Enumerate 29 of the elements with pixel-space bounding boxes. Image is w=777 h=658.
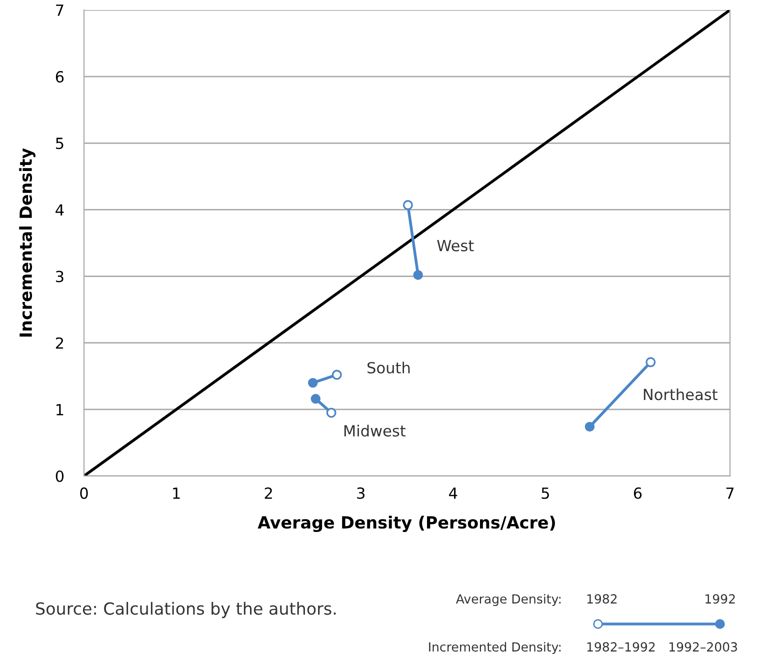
x-tick-label: 0 — [80, 487, 88, 499]
y-tick-label: 3 — [56, 270, 64, 282]
x-tick-label: 4 — [449, 488, 458, 499]
x-tick-label: 7 — [726, 488, 734, 499]
y-tick-label: 1 — [56, 404, 64, 416]
y-tick-label: 4 — [56, 204, 64, 216]
x-tick-label: 2 — [264, 487, 272, 499]
y-tick-label: 5 — [56, 138, 64, 150]
y-tick-label: 6 — [56, 71, 64, 83]
series-label: South — [368, 362, 410, 374]
y-axis-title: Incremental Density — [19, 148, 36, 337]
text: 1982 — [587, 594, 617, 604]
x-tick-label: 6 — [634, 487, 642, 499]
source-note: Source: Calculations by the authors. — [36, 602, 336, 618]
text: 1992 — [706, 594, 735, 604]
x-tick-label: 3 — [357, 487, 364, 499]
series-label: West — [437, 240, 474, 252]
y-tick-label: 2 — [56, 337, 64, 349]
y-tick-label: 7 — [56, 4, 64, 16]
text: 1982–1992 — [587, 642, 655, 652]
text: 1992–2003 — [670, 642, 737, 652]
text: Incremented Density: — [429, 642, 561, 654]
x-tick-label: 1 — [173, 488, 180, 499]
series-label: Northeast — [644, 388, 718, 400]
x-axis-title: Average Density (Persons/Acre) — [258, 516, 555, 532]
x-tick-label: 5 — [542, 488, 549, 499]
y-tick-label: 0 — [56, 470, 64, 482]
series-label: Midwest — [344, 424, 406, 437]
text: Average Density: — [456, 594, 561, 606]
